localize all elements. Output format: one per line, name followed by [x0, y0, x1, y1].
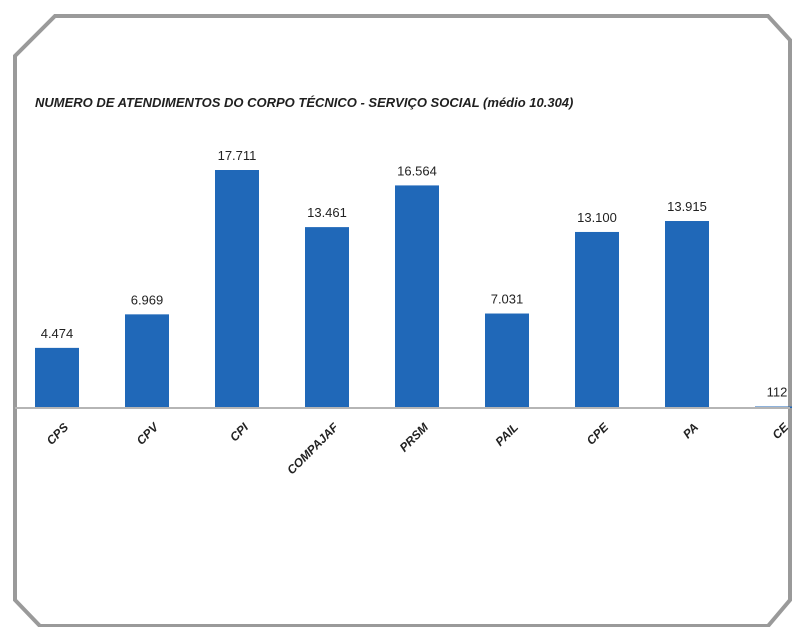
bar-prsm [395, 185, 439, 408]
value-label-prsm: 16.564 [397, 163, 437, 178]
value-label-cps: 4.474 [41, 326, 74, 341]
bars-group [35, 170, 792, 408]
bar-cpe [575, 231, 619, 408]
bar-cps [35, 347, 79, 408]
value-label-compajaf: 13.461 [307, 205, 347, 220]
value-label-pa: 13.915 [667, 199, 707, 214]
bar-cpi [215, 170, 259, 408]
value-label-ce: 112 [767, 384, 788, 399]
bar-pa [665, 221, 709, 408]
bar-pail [485, 313, 529, 408]
value-label-pail: 7.031 [491, 292, 524, 307]
bar-cpv [125, 314, 169, 408]
value-label-cpv: 6.969 [131, 292, 164, 307]
value-label-cpi: 17.711 [218, 148, 257, 163]
value-label-cpe: 13.100 [577, 210, 617, 225]
bar-compajaf [305, 227, 349, 408]
value-labels-group: 4.474 6.969 17.711 13.461 16.564 7.031 13.100 1… [41, 148, 788, 399]
chart-title: NUMERO DE ATENDIMENTOS DO CORPO TÉCNICO … [35, 95, 573, 110]
